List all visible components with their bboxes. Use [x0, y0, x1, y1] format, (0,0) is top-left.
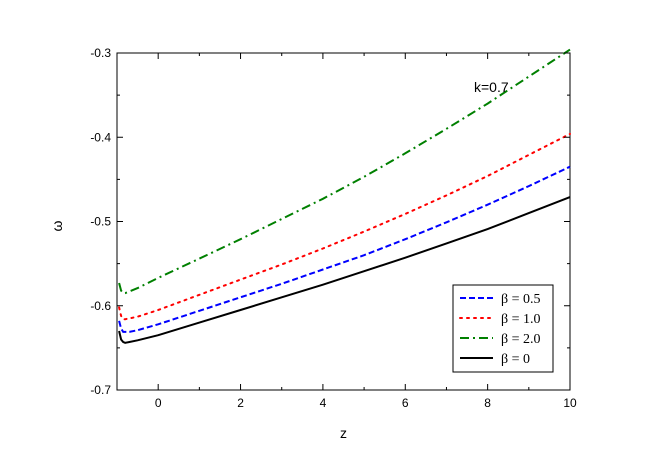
x-axis-ticks: 0 2 4 6 8 10	[116, 53, 577, 410]
x-tick-label: 8	[484, 396, 491, 410]
y-axis-label: ω	[49, 220, 65, 231]
legend-entry-label: β = 2.0	[501, 332, 541, 347]
series-line-0	[118, 165, 571, 333]
legend-entry-label: β = 0.5	[501, 292, 541, 307]
y-tick-label: -0.3	[90, 46, 111, 60]
y-tick-label: -0.7	[90, 383, 111, 397]
series-layer	[118, 48, 571, 344]
x-tick-label: 6	[402, 396, 409, 410]
series-line-2	[118, 48, 571, 295]
x-tick-label: 0	[155, 396, 162, 410]
x-axis-label: z	[340, 425, 347, 441]
x-tick-label: 2	[237, 396, 244, 410]
x-tick-label: 4	[320, 396, 327, 410]
y-axis-ticks: -0.7 -0.6 -0.5 -0.4 -0.3	[90, 46, 570, 397]
legend-box	[452, 284, 554, 373]
x-tick-label: 10	[563, 396, 577, 410]
y-tick-label: -0.6	[90, 299, 111, 313]
series-line-3	[118, 196, 571, 344]
y-tick-label: -0.5	[90, 215, 111, 229]
legend-entry-label: β = 0	[501, 352, 530, 367]
y-tick-label: -0.4	[90, 130, 111, 144]
plot-area: 0 2 4 6 8 10 -0.7 -0.6 -0.5 -0.4 -0.3	[90, 46, 577, 410]
legend: β = 0.5 β = 1.0 β = 2.0 β = 0	[452, 284, 554, 373]
series-line-1	[118, 132, 571, 321]
legend-entry-label: β = 1.0	[501, 312, 541, 327]
parameter-annotation: k=0.7	[474, 79, 509, 95]
